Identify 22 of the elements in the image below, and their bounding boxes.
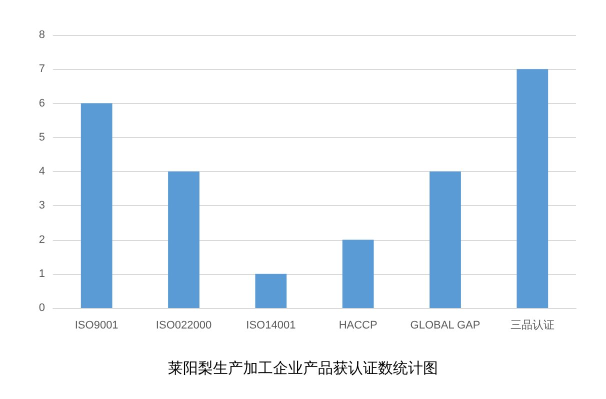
bar — [430, 172, 461, 308]
y-tick-label: 5 — [38, 131, 45, 144]
x-tick-label: 三品认证 — [510, 320, 554, 332]
bar — [80, 103, 112, 308]
y-tick-label: 6 — [38, 97, 45, 110]
x-tick-label: GLOBAL GAP — [410, 320, 480, 332]
y-tick-label: 3 — [38, 200, 45, 212]
text: 莱阳梨生产加工企业产品获认证数统计图 — [168, 360, 438, 377]
bar — [342, 240, 374, 308]
y-tick-label: 2 — [38, 234, 45, 246]
y-tick-label: 4 — [38, 166, 45, 178]
y-tick-label: 0 — [38, 302, 45, 314]
x-tick-label: ISO022000 — [156, 320, 212, 332]
x-tick-label: ISO14001 — [246, 320, 296, 332]
x-tick-label: ISO9001 — [74, 320, 118, 332]
x-tick-label: HACCP — [338, 320, 378, 332]
y-tick-label: 7 — [38, 63, 45, 76]
bar — [168, 172, 200, 308]
y-tick-label: 1 — [38, 268, 45, 280]
y-tick-label: 8 — [38, 29, 45, 41]
bar — [255, 274, 287, 308]
bar — [516, 69, 548, 308]
